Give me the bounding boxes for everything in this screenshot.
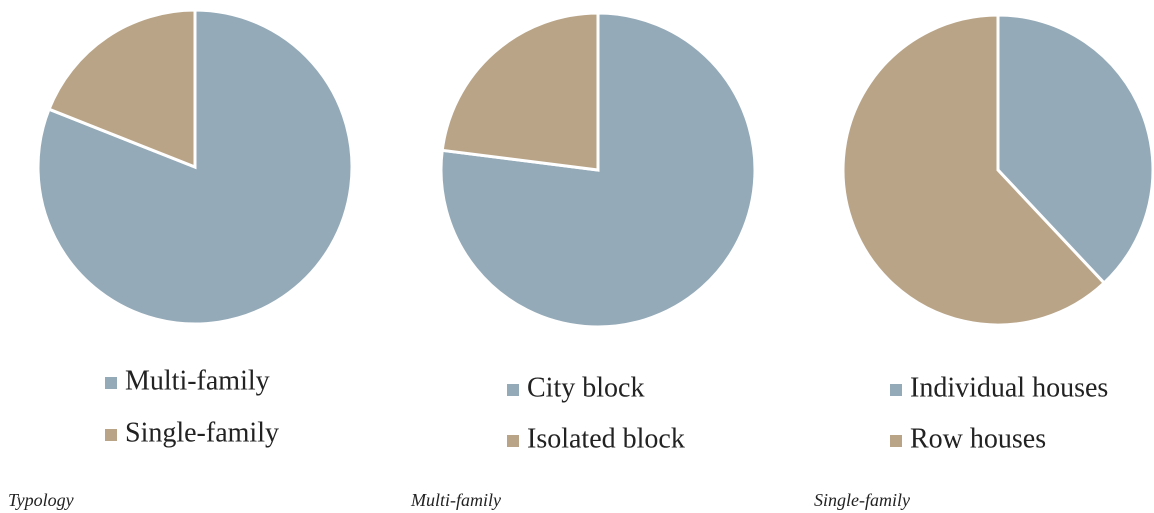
pie-slice (996, 13, 1154, 286)
legend-marker (507, 384, 519, 396)
chart-caption: Single-family (814, 490, 910, 510)
legend-label: Single-family (125, 417, 279, 448)
legend-label: Row houses (910, 423, 1046, 454)
legend-label: City block (527, 372, 644, 403)
pie-slice (439, 11, 757, 329)
chart-caption: Multi-family (410, 490, 501, 510)
legend-marker (507, 435, 519, 447)
legend-marker (890, 384, 902, 396)
chart-caption: Typology (8, 490, 74, 510)
legend-marker (105, 429, 117, 441)
pie-slice (440, 11, 600, 172)
legend-label: Individual houses (910, 372, 1108, 403)
pie-slice (841, 13, 1107, 327)
legend-marker (890, 435, 902, 447)
legend-label: Isolated block (527, 423, 685, 454)
legend-label: Multi-family (125, 365, 270, 396)
legend-marker (105, 377, 117, 389)
pie-slice (47, 8, 197, 170)
